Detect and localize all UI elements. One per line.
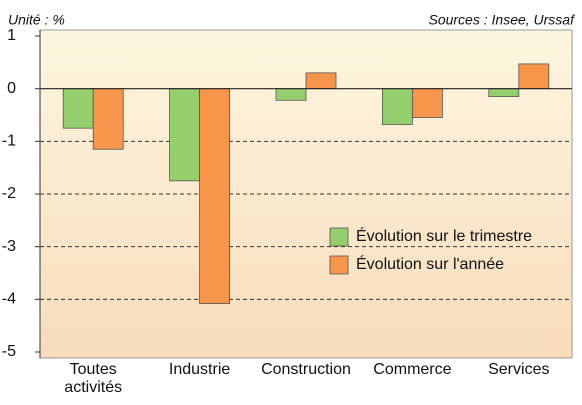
legend-swatch (329, 255, 349, 275)
bar (488, 88, 520, 97)
bar (518, 63, 550, 90)
x-tick-label: Industrie (169, 361, 230, 378)
bar (199, 88, 231, 304)
unit-note: Unité : % (8, 12, 65, 28)
bar (411, 88, 443, 119)
bar (381, 88, 413, 125)
y-tick-label: -4 (2, 291, 16, 308)
legend-label: Évolution sur le trimestre (356, 226, 532, 245)
y-tick-label: -3 (2, 238, 16, 255)
y-tick-label: 0 (7, 80, 16, 97)
y-tick-label: -2 (2, 185, 16, 202)
y-tick-label: 1 (7, 27, 16, 44)
bar (305, 72, 337, 90)
x-tick-label: Commerce (373, 361, 451, 378)
bar (92, 88, 124, 150)
legend-swatch (329, 227, 349, 247)
x-tick-label: Toutes activités (64, 361, 122, 396)
y-tick-label: -1 (2, 133, 16, 150)
x-tick-label: Construction (261, 361, 351, 378)
bar (169, 88, 201, 182)
bar (275, 88, 307, 101)
y-tick-label: -5 (2, 343, 16, 360)
source: Sources : Insee, Urssaf (428, 12, 576, 28)
bar (62, 88, 94, 129)
legend-label: Évolution sur l'année (356, 254, 504, 273)
x-tick-label: Services (488, 361, 549, 378)
